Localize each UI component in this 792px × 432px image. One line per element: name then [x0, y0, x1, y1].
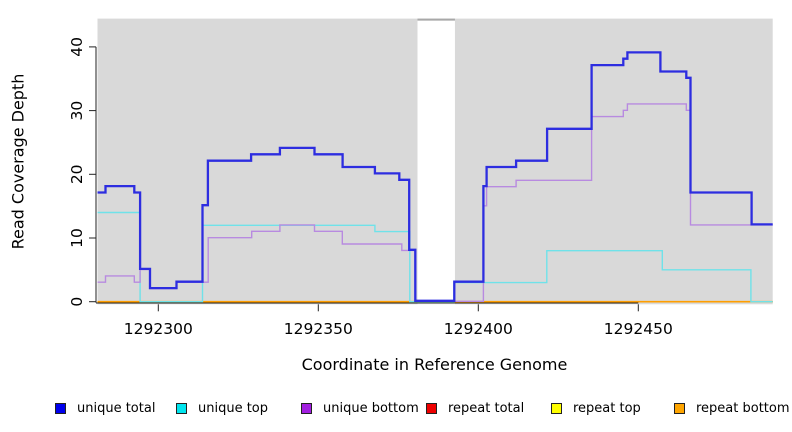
y-axis-title: Read Coverage Depth	[8, 73, 28, 250]
gap-top-border	[417, 18, 455, 21]
legend-label: repeat total	[448, 400, 525, 416]
legend-label: unique top	[198, 400, 269, 416]
legend-item-unique-bottom: unique bottom	[301, 399, 419, 417]
x-axis-title: Coordinate in Reference Genome	[301, 355, 568, 374]
x-tick-label: 1292450	[604, 320, 673, 338]
series-line-unique-total	[97, 51, 773, 302]
legend-label: unique total	[77, 400, 156, 416]
legend-label: repeat top	[573, 400, 641, 416]
y-tick-label: 30	[68, 101, 86, 121]
legend-item-unique-top: unique top	[176, 399, 268, 417]
legend-label: repeat bottom	[696, 400, 790, 416]
legend-label: unique bottom	[323, 400, 419, 416]
legend-swatch-icon	[426, 402, 437, 414]
x-tick-label: 1292400	[444, 320, 513, 338]
legend-swatch-icon	[55, 402, 66, 414]
x-tick-label: 1292350	[284, 320, 353, 338]
y-tick-label: 40	[68, 37, 86, 57]
x-tick-label: 1292300	[124, 320, 193, 338]
y-tick-label: 10	[68, 228, 86, 248]
legend-swatch-icon	[674, 402, 685, 414]
legend-item-repeat-top: repeat top	[551, 399, 641, 417]
chart-legend: unique total unique top unique bottom repea…	[0, 399, 792, 423]
legend-swatch-icon	[301, 402, 312, 414]
no-data-gap-band	[417, 20, 455, 305]
legend-item-repeat-total: repeat total	[426, 399, 524, 417]
legend-item-repeat-bottom: repeat bottom	[674, 399, 790, 417]
legend-item-unique-total: unique total	[55, 399, 155, 417]
y-tick-label: 20	[68, 164, 86, 184]
legend-swatch-icon	[551, 402, 562, 414]
legend-swatch-icon	[176, 402, 187, 414]
y-tick-label: 0	[68, 297, 86, 307]
